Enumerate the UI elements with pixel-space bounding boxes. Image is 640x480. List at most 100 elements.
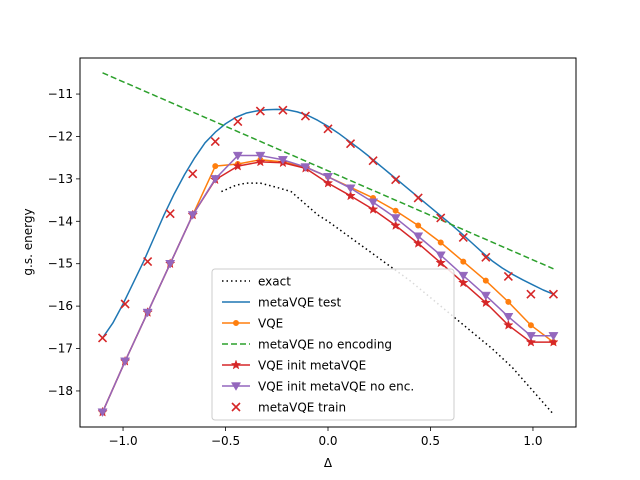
data-point (300, 111, 311, 121)
legend-entry: exact (222, 275, 291, 289)
series-line (221, 182, 555, 415)
data-point (120, 357, 131, 367)
legend-marker (230, 359, 242, 370)
data-point (435, 251, 446, 261)
data-point (255, 106, 265, 116)
legend-label: VQE init metaVQE (258, 359, 366, 373)
legend-label: VQE init metaVQE no enc. (258, 380, 414, 394)
data-point (525, 332, 536, 341)
data-point (232, 160, 244, 171)
data-point (300, 163, 311, 172)
data-point (548, 332, 559, 341)
data-point (526, 289, 536, 299)
data-point (458, 277, 469, 288)
y-ticks: −18 −17 −16 −15 −14 −13 −12 −11 (48, 87, 80, 398)
data-point (503, 313, 514, 322)
data-point (278, 105, 288, 115)
data-point (458, 232, 468, 242)
legend-entry: metaVQE train (231, 401, 346, 415)
data-point (458, 271, 469, 281)
legend-entry: metaVQE no encoding (222, 338, 392, 352)
data-point (323, 124, 333, 134)
legend-entry: VQE (222, 317, 283, 331)
data-point (165, 209, 175, 219)
data-point (505, 298, 512, 305)
data-point (481, 252, 491, 262)
legend-label: VQE (258, 317, 283, 331)
data-point (212, 163, 219, 170)
data-point (322, 177, 334, 188)
data-point (142, 308, 153, 318)
data-point (143, 257, 153, 267)
y-tick-label: −17 (48, 342, 73, 356)
x-ticks: −1.0 −0.5 0.0 0.5 1.0 (108, 427, 543, 448)
y-tick-label: −12 (48, 129, 73, 143)
data-point (210, 136, 220, 147)
series-line (102, 72, 554, 270)
legend-marker (230, 382, 242, 391)
legend-entry: metaVQE test (222, 296, 342, 310)
legend-label: exact (258, 275, 291, 289)
data-point (548, 289, 559, 299)
series-6 (97, 105, 559, 343)
legend-entry: VQE init metaVQE no enc. (222, 380, 414, 394)
data-point (277, 156, 288, 165)
data-point (482, 277, 489, 284)
y-tick-label: −15 (48, 257, 73, 271)
data-point (503, 271, 513, 281)
x-tick-label: 1.0 (523, 434, 542, 448)
legend-marker (233, 320, 239, 326)
series-group (97, 72, 559, 418)
data-point (435, 257, 446, 268)
data-point (368, 198, 379, 208)
y-tick-label: −13 (48, 172, 73, 186)
data-point (413, 193, 423, 203)
data-point (525, 336, 537, 347)
x-tick-label: 0.5 (421, 434, 440, 448)
y-axis-label: g.s. energy (21, 208, 35, 275)
y-tick-label: −18 (48, 384, 73, 398)
y-tick-label: −11 (48, 87, 73, 101)
data-point (436, 213, 446, 223)
x-axis-label: Δ (324, 456, 333, 470)
data-point (437, 239, 444, 246)
series-1 (101, 108, 554, 339)
data-point (232, 151, 243, 161)
data-point (345, 184, 356, 194)
data-point (390, 220, 401, 231)
data-point (480, 297, 492, 308)
data-point (527, 322, 534, 329)
data-point (345, 190, 356, 201)
data-point (503, 319, 514, 330)
x-tick-label: −1.0 (108, 434, 137, 448)
y-tick-label: −16 (48, 299, 73, 313)
data-point (322, 173, 334, 182)
data-point (368, 156, 378, 166)
data-point (187, 211, 198, 220)
legend-label: metaVQE no encoding (258, 338, 392, 352)
legend-label: metaVQE train (258, 401, 346, 415)
legend-marker (231, 402, 241, 412)
legend-entry: VQE init metaVQE (222, 359, 366, 373)
y-tick-label: −14 (48, 214, 73, 228)
data-point (255, 156, 266, 167)
x-tick-label: −0.5 (211, 434, 240, 448)
data-point (97, 408, 108, 418)
data-point (188, 169, 198, 179)
legend-label: metaVQE test (258, 296, 342, 310)
data-point (120, 299, 130, 309)
series-5 (97, 151, 559, 418)
data-point (480, 291, 491, 301)
series-3 (102, 72, 554, 270)
legend: exact metaVQE test VQE metaVQE no encoding V… (211, 268, 455, 421)
series-0 (221, 182, 555, 415)
data-point (165, 260, 176, 269)
data-point (392, 207, 399, 214)
data-point (391, 175, 401, 185)
series-line (101, 108, 554, 339)
x-tick-label: 0.0 (318, 434, 337, 448)
data-point (210, 175, 221, 184)
data-point (415, 222, 422, 229)
data-point (345, 139, 356, 149)
